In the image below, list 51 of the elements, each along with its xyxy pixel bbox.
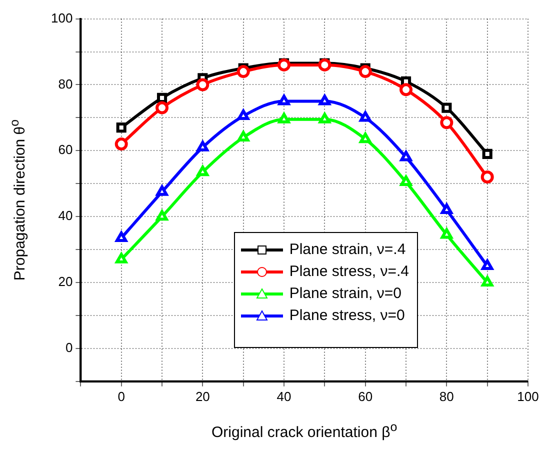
x-tick-label: 100: [517, 388, 539, 404]
point: [278, 112, 290, 124]
y-tick-label: 100: [50, 10, 73, 26]
point: [318, 94, 331, 106]
point: [156, 101, 169, 114]
point: [482, 148, 492, 159]
point: [318, 58, 332, 72]
point: [238, 110, 250, 120]
x-tick-label: 40: [276, 388, 292, 404]
legend-label: Plane strain, ν=.4: [289, 241, 406, 258]
point: [278, 58, 291, 72]
point: [114, 138, 128, 151]
point: [358, 65, 372, 78]
point: [236, 65, 250, 78]
legend-label: Plane stress, ν=0: [289, 307, 405, 324]
point: [400, 83, 413, 96]
y-tick-label: 20: [58, 274, 73, 290]
point: [278, 94, 290, 106]
point: [196, 140, 209, 152]
x-tick-label: 0: [118, 388, 125, 404]
legend-label: Plane stress, ν=.4: [289, 263, 409, 280]
x-axis-title: Original crack orientation β$^{o}$: [210, 420, 398, 441]
point: [156, 210, 168, 221]
point: [440, 203, 452, 214]
point: [442, 102, 452, 113]
point: [238, 130, 250, 142]
point: [400, 150, 412, 162]
y-tick-label: 40: [58, 208, 73, 224]
point: [482, 260, 494, 270]
point: [482, 276, 494, 287]
point: [156, 185, 168, 196]
x-tick-label: 80: [439, 388, 454, 404]
point: [196, 78, 210, 92]
y-tick-label: 80: [58, 76, 73, 92]
legend-label: Plane strain, ν=0: [289, 285, 402, 302]
x-tick-label: 20: [195, 388, 210, 404]
point: [196, 166, 209, 176]
point: [440, 116, 454, 130]
point: [116, 252, 128, 264]
y-tick-label: 0: [65, 340, 73, 356]
point: [400, 175, 412, 186]
y-tick-label: 60: [58, 142, 73, 158]
point: [116, 232, 128, 242]
x-tick-label: 60: [358, 388, 373, 404]
point: [360, 111, 372, 122]
point: [116, 122, 126, 133]
point: [480, 170, 494, 184]
point: [440, 228, 452, 239]
point: [318, 112, 331, 124]
point: [360, 132, 372, 144]
point: [156, 92, 168, 103]
